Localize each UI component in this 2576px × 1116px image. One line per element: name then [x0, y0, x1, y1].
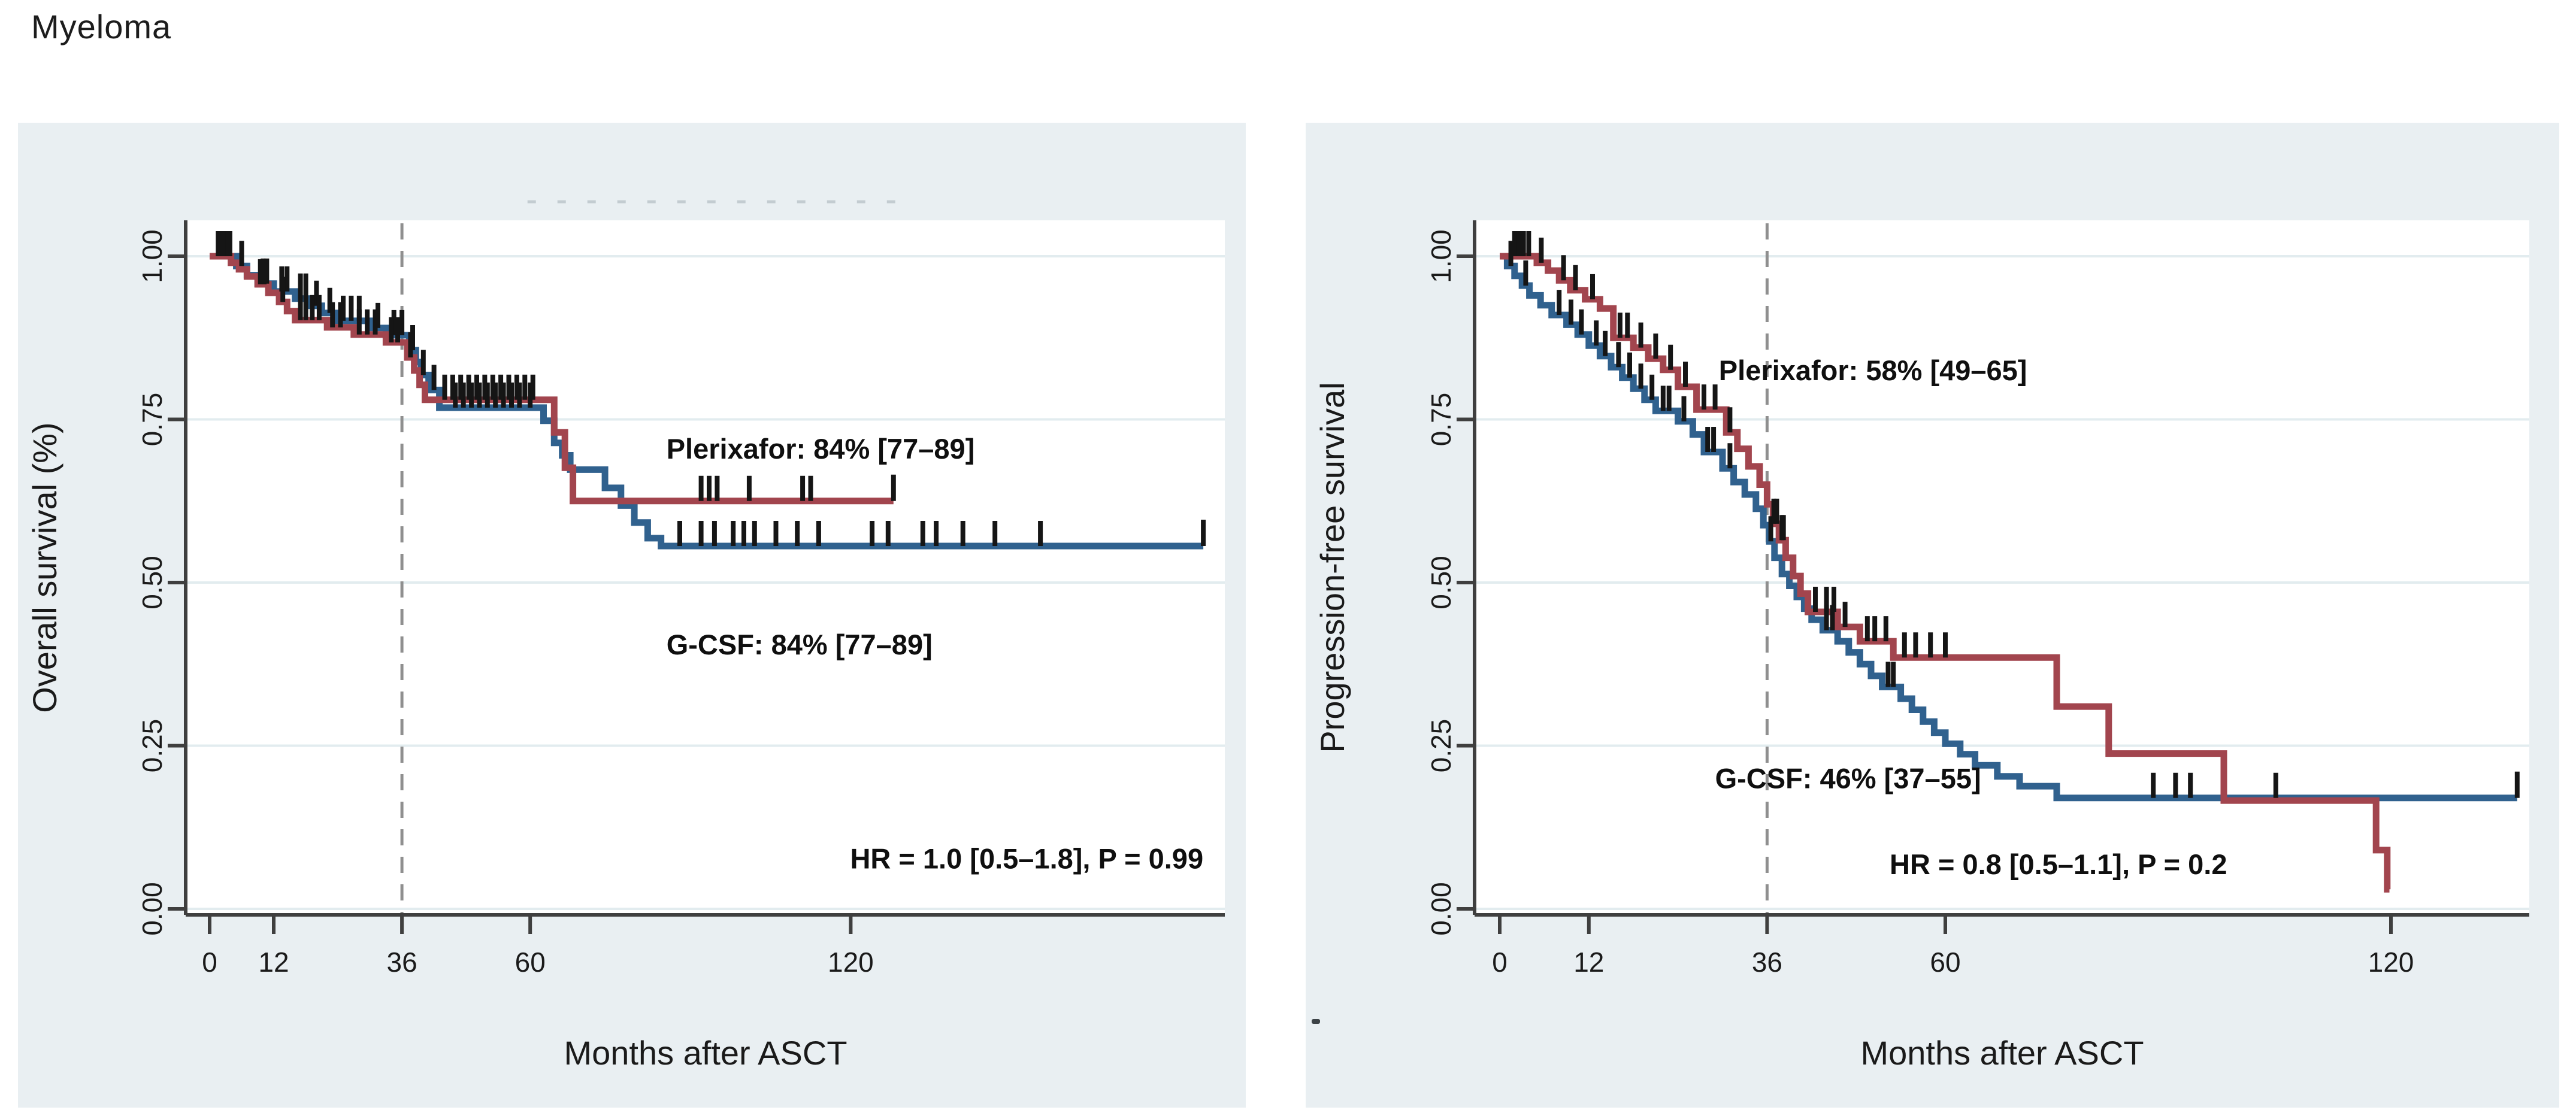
x-tick-label: 60	[1930, 947, 1960, 978]
annotation: G-CSF: 84% [77–89]	[667, 629, 933, 660]
km-curve-g-csf	[1500, 253, 2517, 802]
x-tick-label: 120	[2368, 947, 2414, 978]
overall-survival-panel: 1.00 0.75 0.50 0.25 0.00 0 12 36 60 120 Months aft…	[18, 123, 1246, 1108]
y-tick-label: 0.50	[137, 556, 168, 609]
annotation: HR = 1.0 [0.5–1.8], P = 0.99	[850, 842, 1203, 874]
y-tick-label: 1.00	[137, 229, 168, 283]
y-tick-label: 0.75	[1425, 393, 1457, 447]
x-tick-label: 12	[258, 947, 289, 978]
y-tick-label: 0.50	[1425, 556, 1457, 609]
y-tick-label: 0.75	[137, 393, 168, 447]
y-tick-label: 0.25	[137, 719, 168, 773]
progression-free-survival-panel: 1.00 0.75 0.50 0.25 0.00 0 12 36 60 120 Months aft…	[1306, 123, 2559, 1108]
annotation: Plerixafor: 58% [49–65]	[1719, 354, 2027, 386]
x-tick-label: 36	[387, 947, 417, 978]
plot-area	[1475, 220, 2529, 915]
x-tick-label: 0	[202, 947, 217, 978]
x-axis-title: Months after ASCT	[564, 1034, 847, 1072]
x-tick-label: 0	[1492, 947, 1508, 978]
x-axis-title: Months after ASCT	[1860, 1034, 2144, 1072]
y-tick-label: 1.00	[1425, 229, 1457, 283]
y-tick-label: 0.00	[1425, 882, 1457, 936]
annotation: HR = 0.8 [0.5–1.1], P = 0.2	[1890, 848, 2227, 880]
overall-survival-km-chart: 1.00 0.75 0.50 0.25 0.00 0 12 36 60 120 Months aft…	[26, 200, 1225, 1072]
y-tick-label: 0.25	[1425, 719, 1457, 773]
x-tick-label: 12	[1573, 947, 1604, 978]
y-axis-title: Overall survival (%)	[26, 422, 63, 712]
y-tick-label: 0.00	[137, 882, 168, 936]
annotation: G-CSF: 46% [37–55]	[1715, 762, 1981, 794]
crop-artifact-dot	[1312, 1019, 1320, 1024]
figure-title: Myeloma	[31, 8, 172, 46]
x-tick-label: 36	[1752, 947, 1782, 978]
x-tick-label: 60	[515, 947, 546, 978]
y-axis-title: Progression-free survival	[1313, 382, 1351, 753]
x-tick-label: 120	[828, 947, 874, 978]
progression-free-survival-km-chart: 1.00 0.75 0.50 0.25 0.00 0 12 36 60 120 Months aft…	[1312, 220, 2529, 1072]
annotation: Plerixafor: 84% [77–89]	[667, 433, 975, 465]
